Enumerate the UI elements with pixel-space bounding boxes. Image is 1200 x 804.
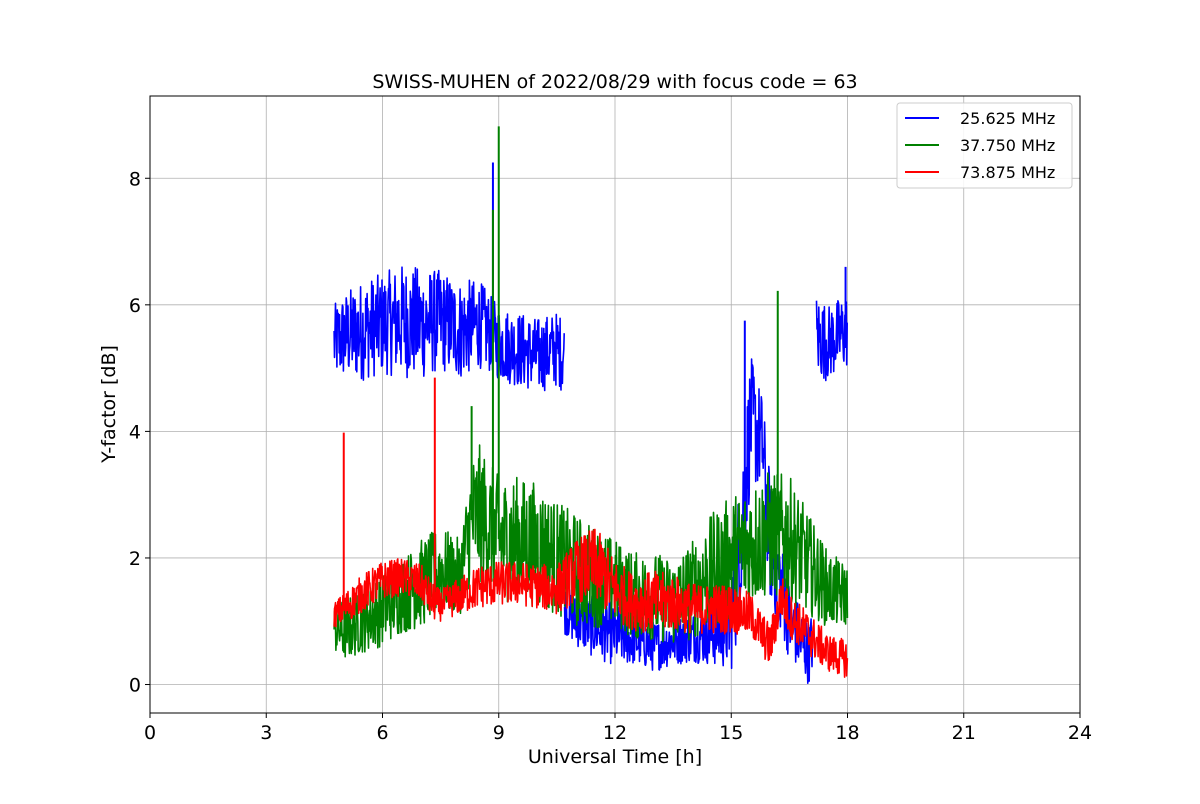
x-axis-ticks: 0 3 6 9 12 15 18 21 24: [144, 713, 1092, 744]
series-73-875-mhz: [333, 377, 849, 678]
series-line: [333, 444, 849, 658]
x-tick-label: 21: [952, 722, 976, 744]
series-line: [815, 300, 848, 382]
x-tick-label: 18: [835, 722, 859, 744]
legend-label-25-625: 25.625 MHz: [960, 109, 1055, 128]
x-tick-label: 0: [144, 722, 156, 744]
x-tick-label: 6: [376, 722, 388, 744]
y-tick-label: 8: [129, 168, 141, 190]
y-tick-label: 4: [129, 421, 141, 443]
legend: 25.625 MHz 37.750 MHz 73.875 MHz: [896, 102, 1073, 189]
legend-box: [896, 102, 1073, 189]
x-axis-label: Universal Time [h]: [528, 746, 702, 768]
series-37-750-mhz: [333, 126, 849, 658]
x-tick-label: 3: [260, 722, 272, 744]
y-axis-ticks: 0 2 4 6 8: [129, 168, 150, 697]
legend-label-37-750: 37.750 MHz: [960, 136, 1055, 155]
y-tick-label: 2: [129, 548, 141, 570]
x-tick-label: 12: [603, 722, 627, 744]
y-tick-label: 6: [129, 295, 141, 317]
x-tick-label: 9: [493, 722, 505, 744]
series-line: [333, 266, 565, 392]
y-tick-label: 0: [129, 675, 141, 697]
series-line: [333, 528, 849, 678]
y-axis-label: Y-factor [dB]: [98, 345, 120, 464]
chart-title: SWISS-MUHEN of 2022/08/29 with focus cod…: [372, 71, 857, 93]
x-tick-label: 24: [1068, 722, 1092, 744]
legend-label-73-875: 73.875 MHz: [960, 163, 1055, 182]
series-lines: [333, 126, 849, 684]
x-tick-label: 15: [719, 722, 743, 744]
